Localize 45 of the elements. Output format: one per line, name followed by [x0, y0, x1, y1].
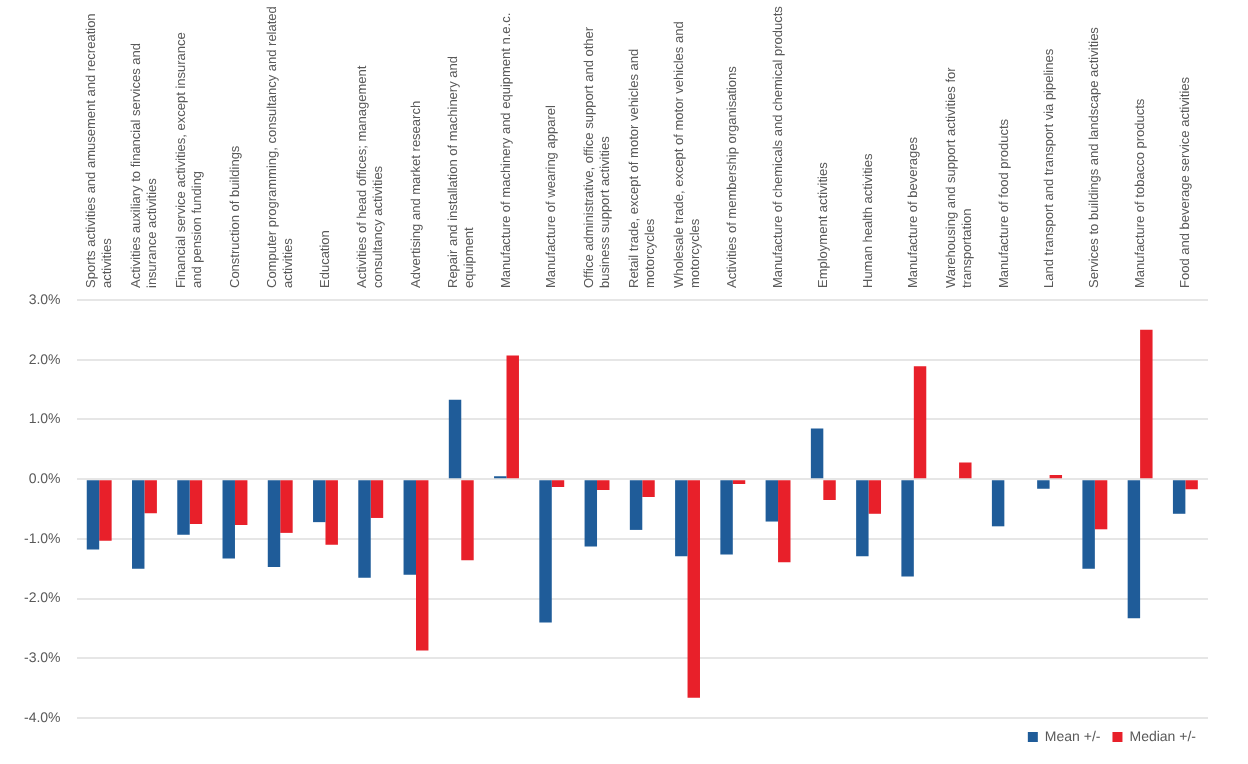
bar	[765, 480, 779, 522]
bar	[539, 480, 552, 623]
bar	[584, 480, 598, 547]
bar	[506, 355, 519, 479]
bar	[687, 480, 700, 698]
bar	[991, 480, 1005, 527]
bar	[642, 480, 655, 498]
bar	[1127, 480, 1141, 619]
bar	[1082, 480, 1095, 569]
bar	[132, 480, 145, 569]
bar	[810, 428, 824, 479]
bar	[551, 480, 565, 487]
bar	[959, 462, 972, 479]
bar	[1140, 329, 1153, 479]
bar	[901, 480, 914, 577]
bar	[280, 480, 293, 533]
bar	[720, 480, 733, 555]
bar	[177, 480, 190, 535]
bar	[823, 480, 836, 501]
bar	[856, 480, 869, 557]
bar	[461, 480, 474, 561]
bar	[189, 480, 203, 524]
bar	[313, 480, 326, 523]
bar	[358, 480, 371, 578]
bar	[222, 480, 235, 559]
bar	[1185, 480, 1198, 490]
bar	[675, 480, 688, 557]
bar	[913, 366, 927, 479]
bar	[234, 480, 248, 526]
bar	[370, 480, 384, 518]
bar	[448, 399, 462, 479]
bar	[1037, 480, 1050, 489]
bar	[778, 480, 791, 563]
bar	[629, 480, 643, 530]
bar	[86, 480, 100, 550]
bar	[416, 480, 429, 651]
bar	[99, 480, 112, 541]
bar	[325, 480, 338, 545]
bar	[403, 480, 416, 575]
bar	[868, 480, 882, 514]
bar	[597, 480, 610, 490]
bar	[144, 480, 157, 514]
bar	[267, 480, 281, 567]
bar	[1094, 480, 1108, 530]
bar	[1172, 480, 1186, 514]
